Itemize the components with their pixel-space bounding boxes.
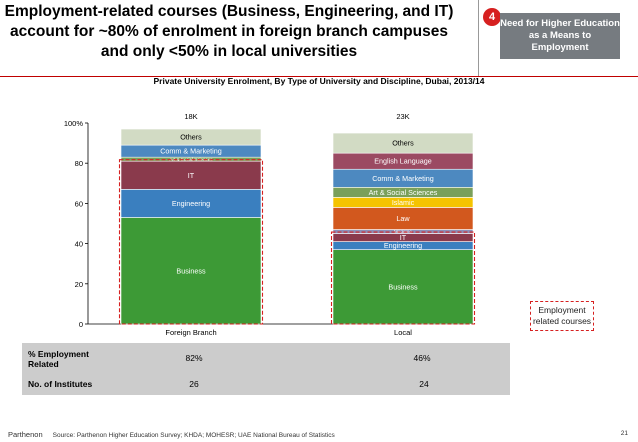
y-tick-label: 100%: [64, 119, 84, 128]
employment-legend: Employment related courses: [530, 301, 594, 331]
segment-label: Business: [388, 282, 418, 291]
section-number-badge: 4: [483, 8, 501, 26]
y-tick-label: 80: [75, 159, 83, 168]
employment-legend-label: Employment related courses: [532, 305, 592, 326]
segment-label: Medicine: [394, 229, 413, 234]
employment-stat-foreign: 82%: [185, 353, 203, 363]
category-label: Foreign Branch: [165, 328, 216, 337]
segment-label: Engineering: [172, 199, 210, 208]
title-rule: [0, 76, 638, 77]
bar-segment-business: [120, 217, 262, 325]
institutes-stat-label: No. of Institutes: [28, 379, 93, 389]
employment-outline: [118, 159, 264, 325]
y-tick-label: 0: [79, 320, 83, 329]
segment-label: Law: [396, 214, 410, 223]
segment-label: Islamic: [392, 198, 415, 207]
bar-segment-it: [120, 160, 262, 190]
employment-stat-local: 46%: [413, 353, 431, 363]
segment-label: Engineering: [384, 241, 422, 250]
segment-label: Others: [392, 139, 414, 148]
segment-label: IT: [400, 233, 407, 242]
brand-logo: Parthenon: [8, 430, 43, 439]
y-tick-label: 60: [75, 199, 83, 208]
footer: Parthenon Source: Parthenon Higher Educat…: [8, 430, 335, 439]
segment-label: Art & Social Sciences: [369, 188, 438, 197]
segment-label: English Language: [374, 157, 432, 166]
bar-total-label: 23K: [396, 112, 409, 121]
employment-stat-label: % Employment Related: [28, 349, 89, 369]
bar-segment-others: [332, 132, 474, 154]
bar-segment-business: [332, 249, 474, 325]
category-label: Local: [394, 328, 412, 337]
segment-label: Others: [180, 133, 202, 142]
section-label: Need for Higher Education as a Means to …: [500, 18, 620, 53]
bar-total-label: 18K: [184, 112, 197, 121]
page-number: 21: [620, 430, 628, 437]
title-divider: [478, 0, 479, 77]
segment-label: Comm & Marketing: [160, 147, 222, 156]
y-tick-label: 20: [75, 280, 83, 289]
institutes-stat-foreign: 26: [189, 379, 199, 389]
stats-table: % Employment Related 82% 46% No. of Inst…: [22, 343, 510, 395]
bar-segment-others: [120, 128, 262, 146]
section-label-box: Need for Higher Education as a Means to …: [500, 13, 620, 59]
source-note: Source: Parthenon Higher Education Surve…: [52, 432, 335, 439]
y-tick-label: 40: [75, 240, 83, 249]
chart-title: Private University Enrolment, By Type of…: [153, 76, 485, 86]
segment-label: Comm & Marketing: [372, 174, 434, 183]
institutes-stat-local: 24: [419, 379, 429, 389]
segment-label: Art & Social Sciences: [169, 157, 213, 162]
segment-label: IT: [188, 171, 195, 180]
employment-outline: [330, 231, 476, 325]
page-title: Employment-related courses (Business, En…: [4, 3, 454, 60]
segment-label: Business: [176, 266, 206, 275]
